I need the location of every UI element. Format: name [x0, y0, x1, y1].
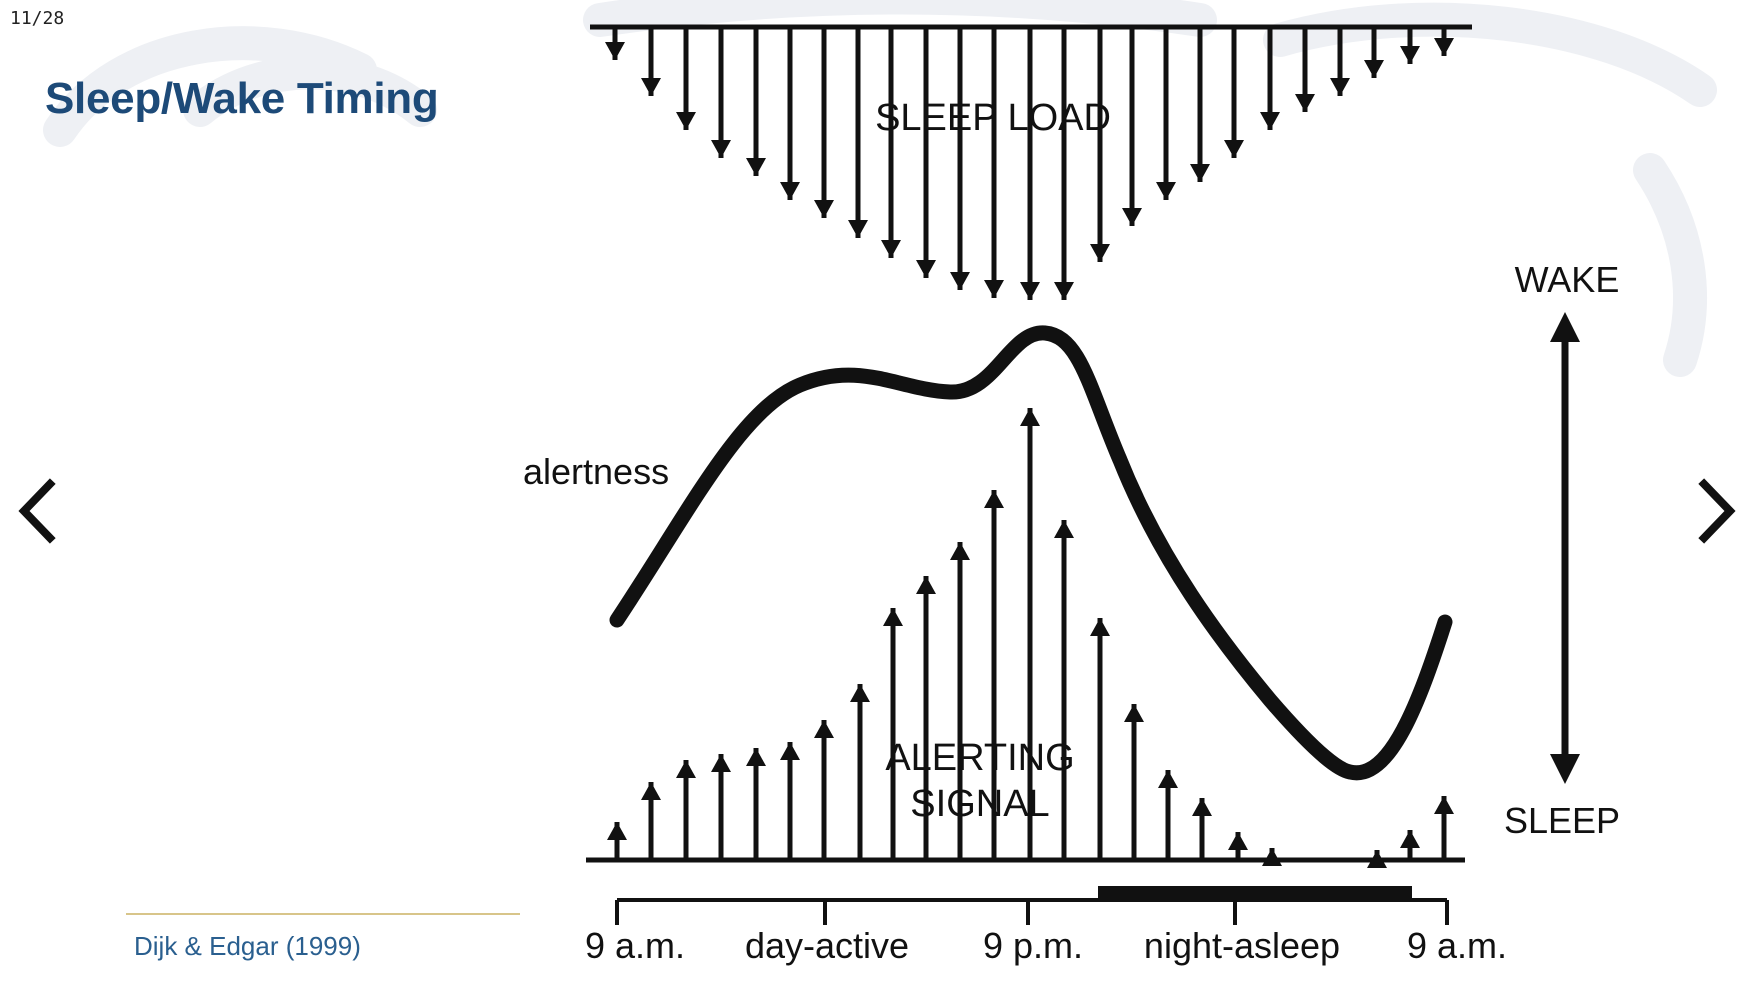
- sleep-load-arrow-head: [1020, 282, 1040, 300]
- alerting-signal-arrows: [607, 408, 1454, 868]
- alerting-signal-arrow-head: [1090, 618, 1110, 636]
- sleep-load-label: SLEEP LOAD: [875, 97, 1111, 139]
- prev-slide-button[interactable]: [6, 476, 66, 546]
- sleep-load-arrow-head: [1260, 112, 1280, 130]
- alerting-signal-label-line1: ALERTING: [885, 737, 1074, 779]
- timeline-label-night: night-asleep: [1144, 925, 1340, 966]
- timeline-label-evening: 9 p.m.: [983, 925, 1083, 966]
- alerting-signal-arrow-head: [1262, 848, 1282, 866]
- sleep-load-arrow-head: [711, 140, 731, 158]
- alerting-signal-arrow-head: [676, 760, 696, 778]
- slide-title: Sleep/Wake Timing: [45, 74, 439, 123]
- sleep-arrowhead: [1550, 754, 1580, 784]
- alerting-signal-arrow-head: [1124, 704, 1144, 722]
- timeline-label-start: 9 a.m.: [585, 925, 685, 966]
- alerting-signal-arrow-head: [607, 822, 627, 840]
- wake-arrowhead: [1550, 312, 1580, 342]
- alerting-signal-arrow-head: [950, 542, 970, 560]
- sleep-load-arrow-head: [1224, 140, 1244, 158]
- timeline-label-end: 9 a.m.: [1407, 925, 1507, 966]
- alerting-signal-arrow-head: [814, 720, 834, 738]
- sleep-load-arrow-head: [1434, 38, 1454, 56]
- alerting-signal-arrow-head: [1434, 796, 1454, 814]
- alerting-signal-arrow-head: [1192, 798, 1212, 816]
- alerting-signal-arrow-head: [916, 576, 936, 594]
- sleep-load-arrow-head: [1190, 164, 1210, 182]
- citation: Dijk & Edgar (1999): [134, 931, 361, 961]
- alerting-signal-arrow-head: [1054, 520, 1074, 538]
- sleep-label: SLEEP: [1504, 800, 1620, 841]
- alerting-signal-arrow-head: [780, 742, 800, 760]
- alerting-signal-arrow-head: [746, 748, 766, 766]
- sleep-load-arrow-head: [676, 112, 696, 130]
- alertness-curve: [609, 325, 1453, 781]
- sleep-load-arrow-head: [1122, 208, 1142, 226]
- sleep-load-arrow-head: [848, 220, 868, 238]
- sleep-load-arrow-head: [984, 280, 1004, 298]
- sleep-load-arrow-head: [1090, 244, 1110, 262]
- sleep-load-arrow-head: [746, 158, 766, 176]
- alertness-label: alertness: [523, 451, 669, 492]
- alerting-signal-arrow-head: [1400, 830, 1420, 848]
- chevron-right-icon: [1698, 478, 1736, 544]
- alerting-signal-arrow-head: [850, 684, 870, 702]
- wake-label: WAKE: [1515, 259, 1620, 300]
- sleep-load-arrow-head: [1156, 182, 1176, 200]
- alerting-signal-arrow-head: [1158, 770, 1178, 788]
- sleep-load-arrow-head: [1330, 78, 1350, 96]
- sleep-load-arrow-head: [1054, 282, 1074, 300]
- sleep-load-arrow-head: [881, 240, 901, 258]
- alerting-signal-arrow-head: [1228, 832, 1248, 850]
- alerting-signal-arrow-head: [984, 490, 1004, 508]
- slide-counter: 11/28: [10, 8, 65, 29]
- alerting-signal-arrow-head: [1367, 850, 1387, 868]
- sleep-load-arrow-head: [1295, 94, 1315, 112]
- sleep-load-arrow-head: [1400, 46, 1420, 64]
- alerting-signal-arrow-head: [641, 782, 661, 800]
- sleep-load-arrows: [605, 27, 1454, 300]
- sleep-period-bar: [1098, 886, 1412, 900]
- chevron-left-icon: [18, 478, 56, 544]
- sleep-load-arrow-head: [1364, 60, 1384, 78]
- alerting-signal-arrow-head: [1020, 408, 1040, 426]
- timeline: 9 a.m. day-active 9 p.m. night-asleep 9 …: [585, 886, 1507, 966]
- alerting-signal-arrow-head: [883, 608, 903, 626]
- sleep-load-arrow-head: [916, 260, 936, 278]
- sleep-load-arrow-head: [950, 272, 970, 290]
- sleep-load-arrow-head: [605, 42, 625, 60]
- alerting-signal-label-line2: SIGNAL: [910, 783, 1049, 825]
- next-slide-button[interactable]: [1688, 476, 1748, 546]
- sleep-load-arrow-head: [780, 182, 800, 200]
- alerting-signal-arrow-head: [711, 754, 731, 772]
- sleep-load-arrow-head: [814, 200, 834, 218]
- citation-divider: [126, 913, 520, 915]
- timeline-label-day: day-active: [745, 925, 909, 966]
- sleep-load-arrow-head: [641, 78, 661, 96]
